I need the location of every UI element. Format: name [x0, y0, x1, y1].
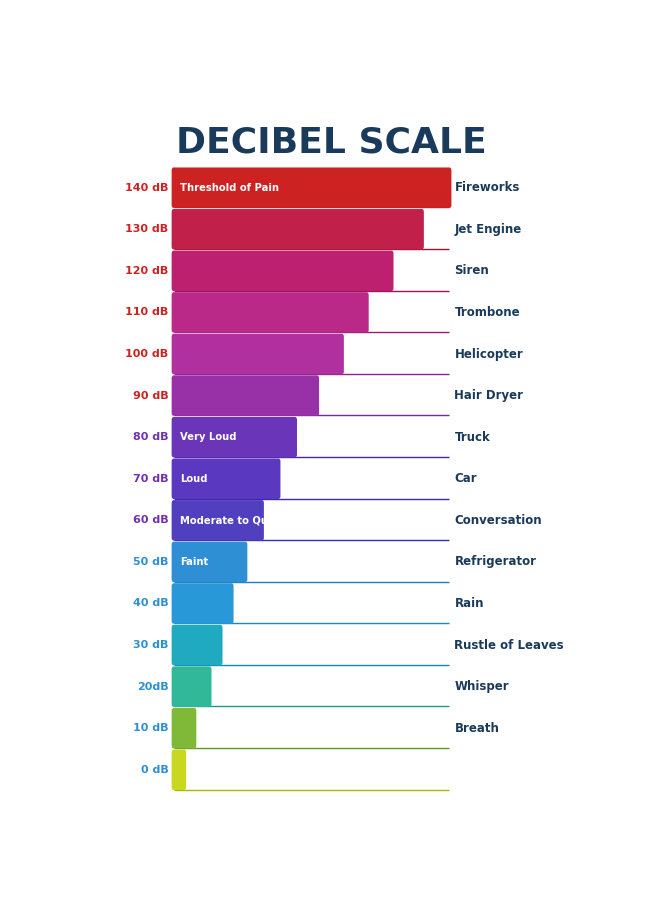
Text: 70 dB: 70 dB [133, 473, 169, 484]
FancyBboxPatch shape [171, 625, 223, 665]
Text: Rain: Rain [454, 597, 484, 610]
Text: Car: Car [454, 472, 477, 485]
Text: Whisper: Whisper [454, 680, 509, 693]
Text: 20dB: 20dB [137, 681, 169, 692]
FancyBboxPatch shape [171, 583, 234, 624]
Text: 120 dB: 120 dB [126, 266, 169, 276]
Text: 130 dB: 130 dB [126, 224, 169, 234]
Text: Trombone: Trombone [454, 306, 520, 319]
FancyBboxPatch shape [171, 500, 264, 541]
Text: 100 dB: 100 dB [126, 349, 169, 359]
Text: 140 dB: 140 dB [126, 183, 169, 193]
Text: Moderate to Quiet: Moderate to Quiet [180, 516, 283, 526]
FancyBboxPatch shape [171, 292, 369, 333]
Text: Helicopter: Helicopter [454, 347, 523, 361]
Text: Refrigerator: Refrigerator [454, 555, 536, 569]
Text: Conversation: Conversation [454, 514, 542, 526]
Text: Threshold of Pain: Threshold of Pain [180, 183, 279, 193]
FancyBboxPatch shape [171, 458, 280, 499]
Text: Jet Engine: Jet Engine [454, 223, 521, 236]
Text: 110 dB: 110 dB [126, 308, 169, 318]
Text: Hair Dryer: Hair Dryer [454, 389, 523, 402]
Text: 50 dB: 50 dB [133, 557, 169, 567]
Text: 80 dB: 80 dB [133, 432, 169, 442]
Text: DECIBEL SCALE: DECIBEL SCALE [176, 125, 487, 159]
FancyBboxPatch shape [171, 666, 212, 706]
Text: Rustle of Leaves: Rustle of Leaves [454, 639, 564, 652]
FancyBboxPatch shape [171, 209, 424, 249]
Text: 30 dB: 30 dB [133, 640, 169, 650]
Text: Truck: Truck [454, 431, 490, 444]
FancyBboxPatch shape [171, 375, 319, 416]
Text: Fireworks: Fireworks [454, 181, 520, 194]
Text: Loud: Loud [180, 473, 207, 484]
Text: 0 dB: 0 dB [141, 765, 169, 775]
Text: 90 dB: 90 dB [133, 391, 169, 401]
Text: Breath: Breath [454, 722, 499, 734]
FancyBboxPatch shape [171, 334, 344, 374]
FancyBboxPatch shape [171, 417, 297, 457]
Text: Faint: Faint [180, 557, 208, 567]
Text: Siren: Siren [454, 265, 489, 277]
Text: 10 dB: 10 dB [133, 724, 169, 733]
FancyBboxPatch shape [171, 750, 186, 790]
Text: 60 dB: 60 dB [133, 516, 169, 526]
FancyBboxPatch shape [171, 250, 393, 291]
FancyBboxPatch shape [171, 167, 452, 208]
Text: Very Loud: Very Loud [180, 432, 236, 442]
FancyBboxPatch shape [171, 542, 247, 582]
FancyBboxPatch shape [171, 708, 196, 749]
Text: 40 dB: 40 dB [133, 598, 169, 608]
